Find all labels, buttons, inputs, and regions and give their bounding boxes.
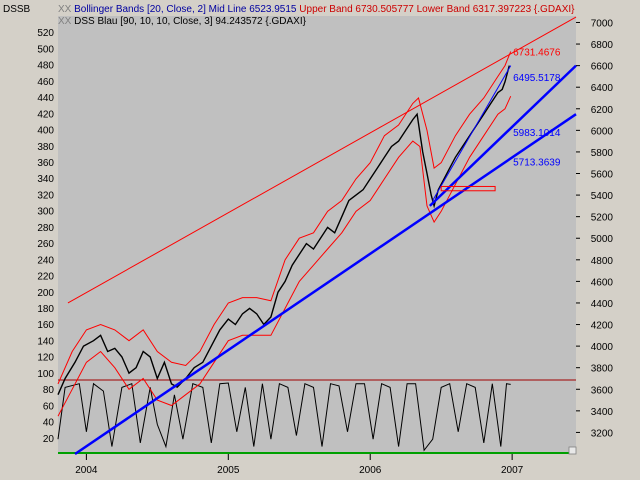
right-tick-label: 3600 (591, 385, 614, 396)
right-tick-label: 3200 (591, 428, 614, 439)
x-tick-label: 2006 (359, 465, 382, 476)
lower-band-series (57, 95, 512, 417)
right-tick-label: 4600 (591, 277, 614, 288)
left-tick-label: 60 (43, 401, 55, 412)
trend-line (428, 64, 577, 207)
left-tick-label: 320 (37, 190, 54, 201)
right-tick-label: 6200 (591, 105, 614, 116)
series-layer (57, 16, 577, 456)
right-tick-label: 5600 (591, 170, 614, 181)
price-annotation: 5983.1014 (513, 128, 561, 139)
left-tick-label: 220 (37, 272, 54, 283)
right-tick-label: 6400 (591, 83, 614, 94)
right-tick-label: 4200 (591, 321, 614, 332)
legend-entry: XX Bollinger Bands [20, Close, 2] Mid Li… (58, 4, 575, 15)
resize-grip-icon[interactable] (568, 446, 577, 455)
left-axis: 20 40 60 80 100 120 140 160 180 200 220 240 260 280 30… (37, 28, 54, 445)
left-tick-label: 240 (37, 255, 54, 266)
left-tick-label: 280 (37, 223, 54, 234)
left-tick-label: 200 (37, 288, 54, 299)
right-tick-label: 6600 (591, 62, 614, 73)
left-tick-label: 120 (37, 353, 54, 364)
plot-area[interactable] (58, 16, 576, 454)
left-tick-label: 100 (37, 369, 54, 380)
x-tick-label: 2004 (75, 465, 98, 476)
left-tick-label: 80 (43, 385, 55, 396)
left-tick-label: 380 (37, 142, 54, 153)
legend-marker: XX (58, 4, 74, 15)
right-tick-label: 4000 (591, 342, 614, 353)
support-zone (440, 185, 496, 192)
left-tick-label: 360 (37, 158, 54, 169)
dss-oscillator-series (57, 382, 511, 452)
right-tick-label: 5200 (591, 213, 614, 224)
left-tick-label: 180 (37, 304, 54, 315)
right-tick-label: 5000 (591, 234, 614, 245)
right-tick-label: 6800 (591, 40, 614, 51)
left-tick-label: 160 (37, 320, 54, 331)
price-annotation: 6731.4676 (513, 47, 561, 58)
left-tick-label: 20 (43, 434, 55, 445)
right-tick-label: 5800 (591, 148, 614, 159)
left-tick-label: 140 (37, 336, 54, 347)
left-tick-label: 400 (37, 126, 54, 137)
left-tick-label: 300 (37, 207, 54, 218)
right-tick-label: 4400 (591, 299, 614, 310)
left-tick-label: 440 (37, 93, 54, 104)
price-series (57, 65, 510, 395)
symbol-label: DSSB (3, 4, 31, 15)
x-tick-label: 2007 (501, 465, 524, 476)
right-tick-label: 3800 (591, 364, 614, 375)
right-axis: 3200 3400 3600 3800 4000 4200 4400 4600 4800 5000… (576, 18, 613, 439)
left-tick-label: 420 (37, 109, 54, 120)
upper-channel-line (67, 16, 577, 304)
annotation-layer: 6731.4676 6495.5178 5983.1014 5713.3639 (513, 47, 561, 168)
left-tick-label: 340 (37, 174, 54, 185)
trend-line (74, 113, 577, 456)
left-tick-label: 260 (37, 239, 54, 250)
legend-marker: XX (58, 16, 74, 27)
legend-text: DSS Blau [90, 10, 10, Close, 3] 94.24357… (74, 16, 306, 27)
right-tick-label: 6000 (591, 126, 614, 137)
right-tick-label: 3400 (591, 407, 614, 418)
legend-entry: XX DSS Blau [90, 10, 10, Close, 3] 94.24… (58, 16, 307, 27)
x-axis: 2004 2005 2006 2007 (75, 454, 524, 476)
left-tick-label: 520 (37, 28, 54, 39)
right-tick-label: 5400 (591, 191, 614, 202)
left-tick-label: 480 (37, 61, 54, 72)
right-tick-label: 7000 (591, 18, 614, 29)
left-tick-label: 460 (37, 77, 54, 88)
legend-text: Upper Band 6730.505777 Lower Band 6317.3… (299, 4, 575, 15)
left-tick-label: 500 (37, 44, 54, 55)
right-tick-label: 4800 (591, 256, 614, 267)
legend: XX Bollinger Bands [20, Close, 2] Mid Li… (58, 4, 575, 27)
legend-text: Bollinger Bands [20, Close, 2] Mid Line … (74, 4, 299, 15)
left-tick-label: 40 (43, 418, 55, 429)
upper-band-series (57, 51, 512, 385)
trend-line (432, 65, 512, 201)
price-annotation: 5713.3639 (513, 157, 561, 168)
price-annotation: 6495.5178 (513, 73, 561, 84)
x-tick-label: 2005 (217, 465, 240, 476)
